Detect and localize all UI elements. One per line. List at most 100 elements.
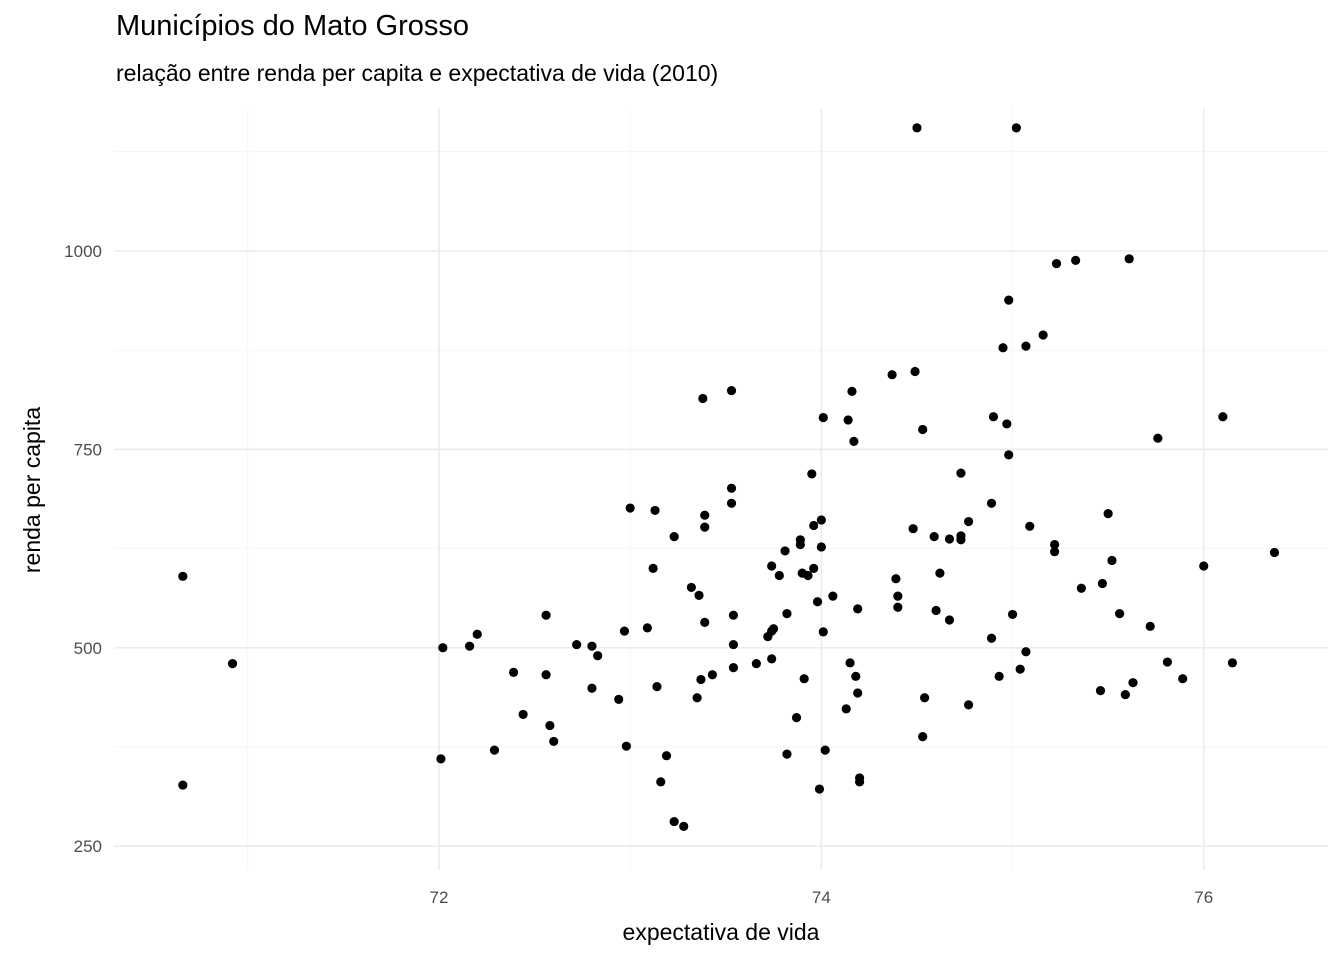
data-point bbox=[963, 516, 974, 527]
data-point bbox=[1004, 450, 1014, 460]
data-point bbox=[669, 816, 679, 827]
data-point bbox=[707, 670, 717, 680]
x-tick-label: 76 bbox=[1194, 888, 1213, 907]
data-point bbox=[910, 366, 920, 377]
data-point bbox=[774, 570, 784, 581]
data-point bbox=[944, 615, 955, 625]
data-point bbox=[920, 693, 930, 703]
data-point bbox=[726, 498, 737, 508]
data-point bbox=[814, 784, 825, 794]
data-point bbox=[893, 602, 903, 612]
data-point bbox=[893, 591, 903, 601]
data-point bbox=[1015, 664, 1025, 674]
data-point bbox=[918, 732, 928, 742]
data-point bbox=[694, 590, 704, 600]
data-point bbox=[767, 654, 777, 664]
data-point bbox=[1007, 609, 1018, 620]
data-point bbox=[841, 704, 851, 714]
data-point bbox=[1095, 686, 1106, 696]
data-point bbox=[768, 624, 779, 634]
data-point bbox=[587, 641, 597, 651]
data-point bbox=[799, 674, 809, 684]
data-point bbox=[1002, 419, 1012, 429]
data-points bbox=[178, 123, 1280, 831]
x-tick-label: 72 bbox=[430, 888, 449, 907]
data-point bbox=[1218, 412, 1228, 422]
data-point bbox=[1162, 657, 1173, 667]
data-point bbox=[812, 597, 823, 607]
data-point bbox=[1227, 658, 1238, 668]
data-point bbox=[648, 563, 658, 573]
y-tick-label: 1000 bbox=[64, 242, 102, 261]
data-point bbox=[751, 659, 761, 669]
data-point bbox=[1038, 330, 1048, 340]
data-point bbox=[963, 700, 974, 710]
x-axis-ticks: 72 74 76 bbox=[430, 888, 1214, 907]
data-point bbox=[1071, 255, 1081, 265]
data-point bbox=[696, 674, 706, 685]
data-point bbox=[809, 563, 819, 573]
data-point bbox=[614, 694, 624, 704]
data-point bbox=[178, 780, 188, 790]
data-point bbox=[728, 639, 739, 650]
data-point bbox=[227, 659, 238, 669]
chart-subtitle: relação entre renda per capita e expecta… bbox=[116, 60, 719, 86]
data-point bbox=[1050, 539, 1060, 550]
data-point bbox=[1178, 674, 1188, 684]
data-point bbox=[545, 720, 555, 731]
data-point bbox=[726, 483, 737, 493]
x-axis-title: expectativa de vida bbox=[623, 919, 820, 945]
data-point bbox=[700, 617, 710, 627]
data-point bbox=[1050, 547, 1060, 557]
data-point bbox=[816, 542, 826, 552]
data-point bbox=[1021, 341, 1031, 351]
data-point bbox=[619, 626, 630, 636]
data-point bbox=[178, 571, 188, 581]
data-point bbox=[700, 522, 710, 532]
data-point bbox=[847, 386, 857, 396]
minor-gridlines bbox=[114, 108, 1328, 870]
data-point bbox=[986, 498, 997, 508]
data-point bbox=[1115, 609, 1125, 619]
data-point bbox=[820, 745, 830, 755]
data-point bbox=[1076, 583, 1086, 593]
y-axis-title: renda per capita bbox=[19, 407, 45, 573]
data-point bbox=[679, 821, 689, 831]
data-point bbox=[518, 709, 528, 720]
y-tick-label: 750 bbox=[74, 440, 102, 459]
data-point bbox=[692, 693, 702, 703]
data-point bbox=[998, 343, 1008, 353]
data-point bbox=[956, 535, 966, 545]
data-point bbox=[807, 469, 817, 479]
data-point bbox=[1269, 547, 1280, 558]
data-point bbox=[1107, 555, 1117, 566]
y-tick-label: 250 bbox=[74, 837, 102, 856]
data-point bbox=[464, 641, 475, 651]
data-point bbox=[541, 610, 551, 620]
data-point bbox=[818, 412, 828, 423]
data-point bbox=[918, 424, 928, 435]
data-point bbox=[541, 670, 551, 680]
data-point bbox=[1097, 578, 1108, 589]
data-point bbox=[849, 436, 859, 446]
data-point bbox=[908, 524, 918, 534]
data-point bbox=[728, 610, 739, 620]
data-point bbox=[700, 510, 710, 520]
data-point bbox=[489, 745, 500, 755]
data-point bbox=[1120, 689, 1130, 700]
data-point bbox=[572, 639, 582, 650]
data-point bbox=[621, 741, 631, 751]
data-point bbox=[1025, 521, 1035, 531]
data-point bbox=[587, 683, 597, 693]
data-point bbox=[593, 651, 603, 661]
data-point bbox=[816, 515, 826, 525]
major-gridlines bbox=[114, 108, 1328, 870]
data-point bbox=[652, 682, 662, 692]
data-point bbox=[642, 623, 652, 633]
y-axis-ticks: 250 500 750 1000 bbox=[64, 242, 102, 856]
data-point bbox=[843, 415, 853, 425]
data-point bbox=[912, 123, 922, 133]
data-point bbox=[891, 574, 901, 584]
data-point bbox=[1021, 647, 1031, 657]
